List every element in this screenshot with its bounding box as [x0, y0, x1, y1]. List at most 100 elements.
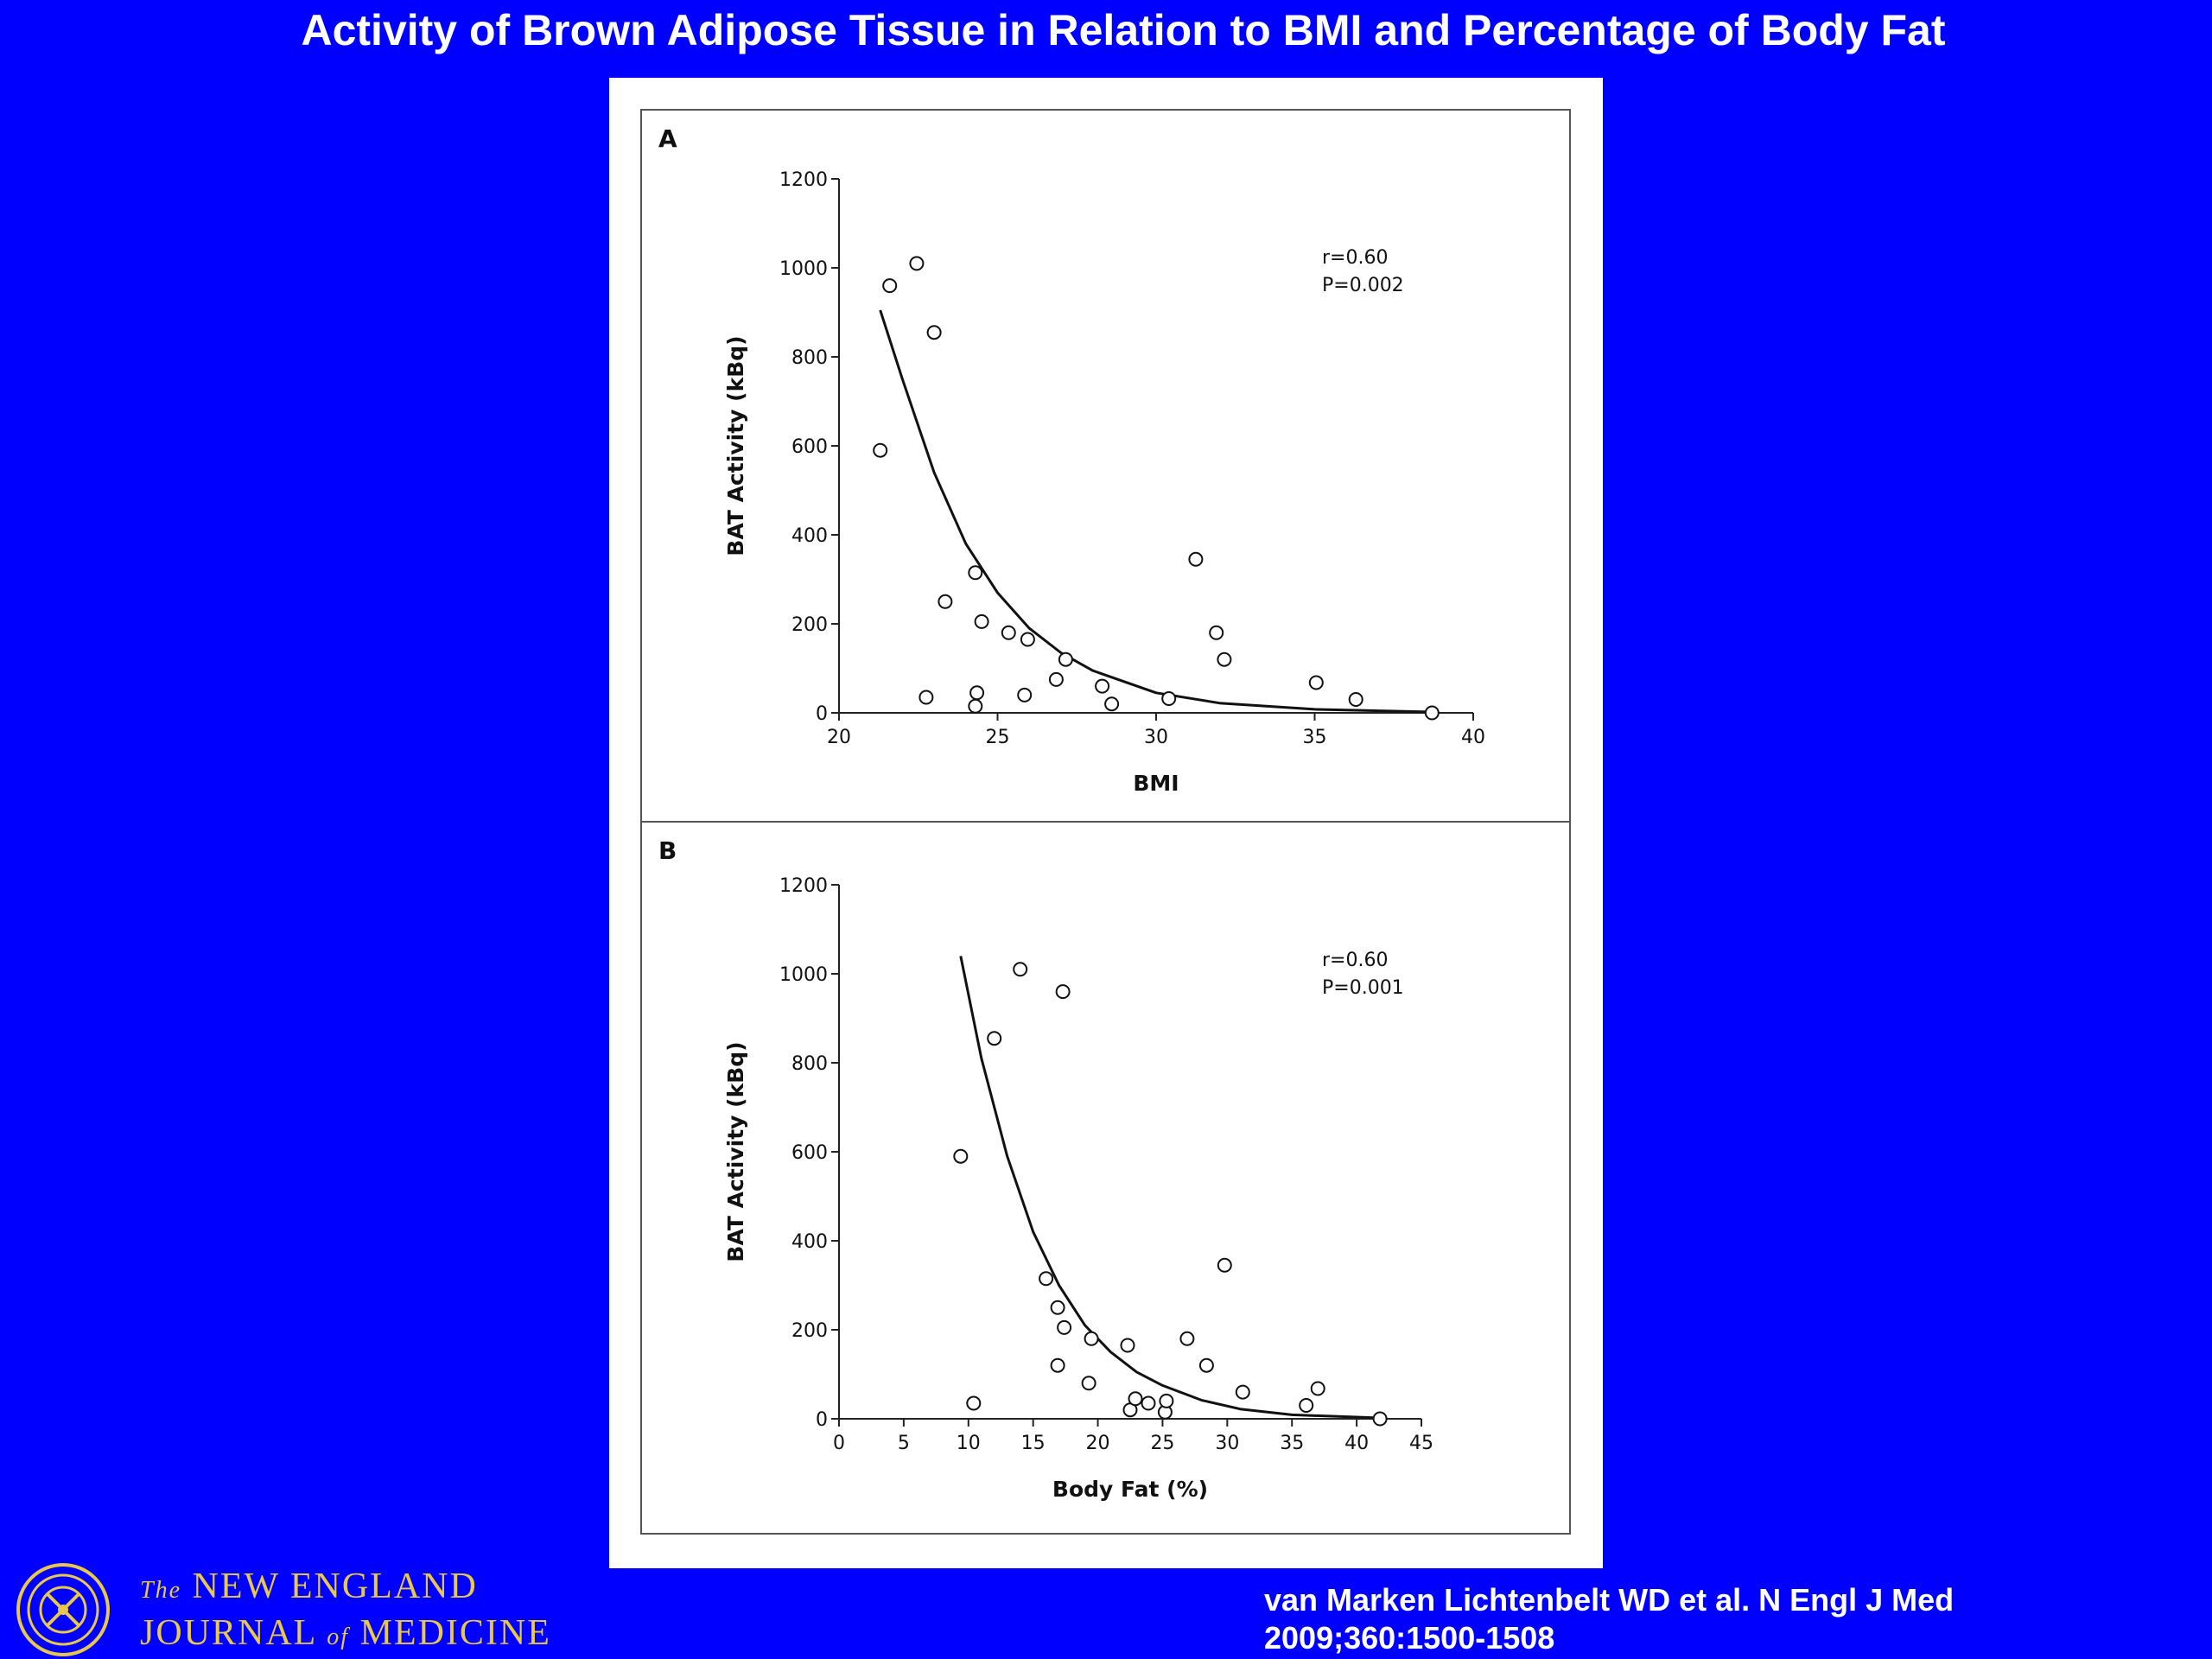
data-point — [968, 565, 983, 581]
x-axis-title: Body Fat (%) — [1052, 1477, 1208, 1502]
data-point — [1299, 1398, 1314, 1413]
data-point — [1104, 696, 1120, 712]
y-tick-label: 600 — [791, 1142, 828, 1164]
y-tick-label: 600 — [791, 436, 828, 458]
journal-name: The NEW ENGLAND JOURNAL of MEDICINE — [140, 1566, 551, 1659]
data-point — [938, 594, 953, 609]
figure-card: A 20 25 30 35 40 0 200 400 600 800 1000 1200 BMI BAT A… — [609, 78, 1603, 1568]
y-axis-title: BAT Activity (kBq) — [723, 335, 748, 556]
y-tick-label: 800 — [791, 347, 828, 369]
y-tick-label: 800 — [791, 1053, 828, 1075]
x-tick-label: 40 — [1344, 1433, 1369, 1454]
data-point — [1161, 691, 1177, 706]
stat-p: P=0.001 — [1322, 977, 1404, 999]
journal-of: of — [327, 1624, 350, 1650]
panel-letter: A — [658, 124, 677, 153]
data-point — [1128, 1391, 1143, 1407]
data-point — [1217, 652, 1232, 667]
data-point — [1348, 692, 1363, 707]
data-point — [1179, 1331, 1195, 1346]
y-tick-label: 200 — [791, 614, 828, 636]
y-tick-label: 200 — [791, 1320, 828, 1342]
data-point — [873, 442, 888, 458]
y-tick-label: 1200 — [779, 169, 828, 191]
x-tick-label: 20 — [1086, 1433, 1110, 1454]
y-tick-label: 400 — [791, 525, 828, 547]
x-tick-label: 35 — [1303, 727, 1327, 748]
data-point — [1095, 678, 1110, 694]
journal-the: The — [140, 1577, 181, 1604]
x-tick-label: 35 — [1280, 1433, 1304, 1454]
data-point — [1372, 1411, 1388, 1427]
journal-new-england: NEW ENGLAND — [192, 1567, 478, 1606]
x-tick-label: 30 — [1144, 727, 1168, 748]
data-point — [1013, 962, 1028, 977]
data-point — [1217, 1257, 1232, 1273]
journal-line-2: JOURNAL of MEDICINE — [140, 1611, 551, 1659]
y-tick-label: 0 — [816, 703, 828, 725]
panel-letter: B — [658, 836, 677, 865]
x-tick-label: 0 — [833, 1433, 845, 1454]
nejm-seal-icon — [16, 1563, 110, 1656]
data-point — [966, 1395, 982, 1411]
data-point — [926, 325, 942, 340]
data-point — [1424, 705, 1440, 721]
data-point — [918, 690, 934, 705]
journal-journal: JOURNAL — [140, 1613, 316, 1653]
y-tick-label: 1200 — [779, 875, 828, 897]
y-tick-label: 1000 — [779, 964, 828, 986]
data-point — [1209, 625, 1224, 640]
journal-line-1: The NEW ENGLAND — [140, 1566, 551, 1611]
data-point — [1159, 1393, 1174, 1408]
journal-medicine: MEDICINE — [359, 1613, 551, 1653]
data-point — [1235, 1384, 1250, 1400]
data-point — [1048, 671, 1064, 687]
x-tick-label: 10 — [957, 1433, 981, 1454]
citation-line-1: van Marken Lichtenbelt WD et al. N Engl … — [1264, 1582, 1955, 1618]
data-point — [974, 613, 989, 629]
data-point — [1001, 625, 1016, 640]
data-point — [987, 1031, 1002, 1046]
stat-r: r=0.60 — [1322, 950, 1388, 971]
x-tick-label: 20 — [827, 727, 851, 748]
stat-p: P=0.002 — [1322, 275, 1404, 296]
data-point — [1057, 1319, 1072, 1335]
x-tick-label: 45 — [1409, 1433, 1433, 1454]
x-axis-title: BMI — [1133, 771, 1179, 796]
data-point — [1039, 1271, 1054, 1287]
data-point — [1050, 1357, 1065, 1373]
data-point — [1055, 984, 1071, 1000]
data-point — [1058, 652, 1073, 667]
data-point — [1020, 632, 1035, 647]
fit-curve — [879, 309, 1433, 714]
x-tick-label: 25 — [1150, 1433, 1174, 1454]
data-point — [953, 1148, 969, 1164]
x-tick-label: 40 — [1461, 727, 1485, 748]
data-point — [882, 278, 898, 294]
y-axis-title: BAT Activity (kBq) — [723, 1041, 748, 1262]
data-point — [1310, 1381, 1325, 1396]
x-tick-label: 25 — [986, 727, 1010, 748]
stat-r: r=0.60 — [1322, 247, 1388, 269]
data-point — [1188, 551, 1204, 567]
y-tick-label: 0 — [816, 1409, 828, 1431]
data-point — [969, 685, 985, 701]
data-point — [1084, 1331, 1099, 1346]
data-point — [968, 698, 983, 714]
data-point — [1081, 1376, 1096, 1391]
y-tick-label: 400 — [791, 1231, 828, 1253]
panel-b: B 0 5 10 15 20 25 30 35 40 45 0 200 400 600 800 1000 1200… — [640, 821, 1571, 1535]
fit-curve — [959, 956, 1381, 1420]
x-tick-label: 15 — [1021, 1433, 1046, 1454]
citation: van Marken Lichtenbelt WD et al. N Engl … — [1264, 1581, 1954, 1657]
data-point — [1120, 1338, 1135, 1353]
slide-title: Activity of Brown Adipose Tissue in Rela… — [301, 6, 1946, 54]
data-point — [1198, 1357, 1214, 1373]
data-point — [1141, 1395, 1156, 1411]
x-tick-label: 30 — [1215, 1433, 1239, 1454]
x-tick-label: 5 — [898, 1433, 910, 1454]
data-point — [1308, 675, 1324, 690]
data-point — [1017, 687, 1033, 702]
